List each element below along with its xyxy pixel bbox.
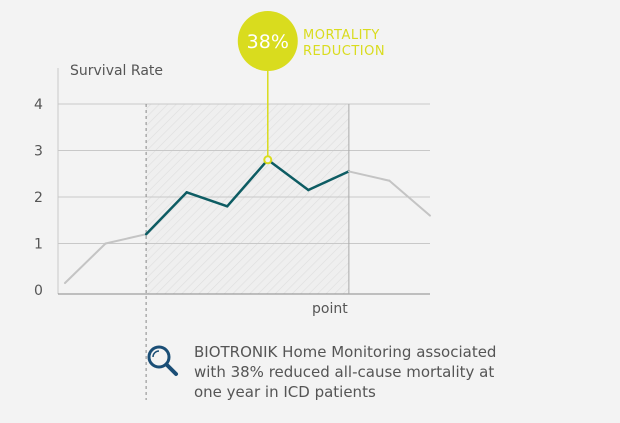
series-segment-7 [347,170,391,182]
series-segment-6 [307,170,351,192]
series-segment-8 [388,179,431,217]
reduction-value: 38% [247,31,289,53]
callout-label-line-1: MORTALITY [303,28,380,43]
finding-line-2: with 38% reduced all-cause mortality at [194,363,495,381]
y-axis-ticks: 0 1 2 3 4 [34,97,43,299]
y-tick-label-0: 0 [34,283,43,299]
callout-label: MORTALITY REDUCTION [303,28,385,60]
finding-line-1: BIOTRONIK Home Monitoring associated [194,343,497,361]
series-segment-1 [104,233,148,245]
magnifier-icon [147,345,178,376]
peak-marker [263,155,273,165]
y-tick-label-4: 4 [34,97,43,113]
series-segment-3 [185,191,229,208]
series-lines [64,158,431,285]
y-axis-title: Survival Rate [70,63,163,79]
finding-text: BIOTRONIK Home Monitoring associated wit… [194,342,524,402]
reduction-badge [237,11,298,71]
finding-line-3: one year in ICD patients [194,383,376,401]
x-axis-title: point [312,301,348,317]
y-tick-label-3: 3 [34,144,43,160]
gridlines [58,103,430,244]
highlight-region [146,104,349,294]
y-tick-label-1: 1 [34,237,43,253]
callout-label-line-2: REDUCTION [303,44,386,59]
series-segment-0 [64,242,107,285]
y-tick-label-2: 2 [34,190,43,206]
series-segment-4 [225,158,270,208]
series-segment-5 [266,158,310,192]
series-segment-2 [144,191,188,236]
